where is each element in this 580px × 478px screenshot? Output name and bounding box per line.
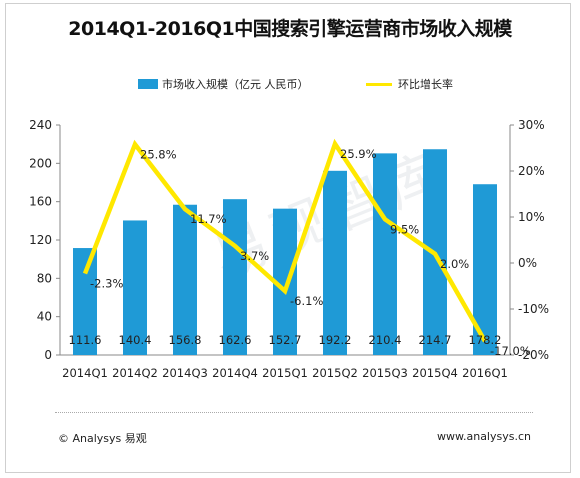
- x-tick-label: 2014Q3: [162, 366, 208, 380]
- line-value-label: 3.7%: [240, 249, 269, 263]
- bar: [323, 170, 347, 355]
- line-value-label: 25.8%: [140, 147, 177, 161]
- bar-value-label: 192.2: [319, 333, 352, 347]
- bar: [373, 153, 397, 355]
- y-right-tick-label: 10%: [518, 210, 545, 224]
- y-right-tick-label: 20%: [518, 164, 545, 178]
- bar: [73, 248, 97, 355]
- bar-value-label: 111.6: [69, 333, 102, 347]
- x-tick-label: 2014Q1: [62, 366, 108, 380]
- bar-value-label: 140.4: [119, 333, 152, 347]
- bar: [173, 204, 197, 355]
- line-value-label: 2.0%: [440, 257, 469, 271]
- line-value-label: -6.1%: [290, 294, 323, 308]
- line-value-label: -17.0%: [490, 344, 531, 358]
- line-value-label: 25.9%: [340, 147, 377, 161]
- legend-bar-swatch: [138, 79, 158, 89]
- x-tick-label: 2015Q1: [262, 366, 308, 380]
- copyright-text: © Analysys 易观: [58, 432, 147, 445]
- bar-value-label: 214.7: [419, 333, 452, 347]
- y-left-tick-label: 120: [29, 233, 52, 247]
- bar-value-label: 156.8: [169, 333, 202, 347]
- growth-rate-line: [82, 138, 487, 343]
- line-value-label: 9.5%: [390, 222, 419, 236]
- y-left-tick-label: 80: [37, 271, 52, 285]
- line-value-label: -2.3%: [90, 277, 123, 291]
- line-value-label: 11.7%: [190, 212, 227, 226]
- legend: 市场收入规模（亿元 人民币） 环比增长率: [0, 76, 580, 92]
- bar-value-label: 152.7: [269, 333, 302, 347]
- bar-value-label: 162.6: [219, 333, 252, 347]
- legend-bar-label: 市场收入规模（亿元 人民币）: [162, 78, 309, 91]
- y-right-tick-label: 0%: [518, 256, 537, 270]
- y-left-tick-label: 200: [29, 156, 52, 170]
- y-left-tick-label: 240: [29, 118, 52, 132]
- legend-line-swatch: [366, 83, 392, 86]
- chart-title: 2014Q1-2016Q1中国搜索引擎运营商市场收入规模: [68, 18, 512, 40]
- x-tick-label: 2016Q1: [462, 366, 508, 380]
- bar-value-label: 178.2: [469, 333, 502, 347]
- website-text: www.analysys.cn: [437, 430, 531, 443]
- footer-divider: [55, 412, 533, 413]
- y-left-tick-label: 40: [37, 310, 52, 324]
- x-tick-label: 2014Q2: [112, 366, 158, 380]
- y-right-tick-label: 30%: [518, 118, 545, 132]
- x-tick-label: 2015Q3: [362, 366, 408, 380]
- x-tick-label: 2015Q2: [312, 366, 358, 380]
- y-left-tick-label: 0: [44, 348, 52, 362]
- bar: [123, 220, 147, 355]
- legend-line-label: 环比增长率: [398, 78, 453, 91]
- y-right-tick-label: -20%: [518, 348, 549, 362]
- bar: [223, 199, 247, 355]
- y-right-tick-label: -10%: [518, 302, 549, 316]
- x-tick-label: 2014Q4: [212, 366, 258, 380]
- y-left-tick-label: 160: [29, 195, 52, 209]
- bar-value-label: 210.4: [369, 333, 402, 347]
- x-tick-label: 2015Q4: [412, 366, 458, 380]
